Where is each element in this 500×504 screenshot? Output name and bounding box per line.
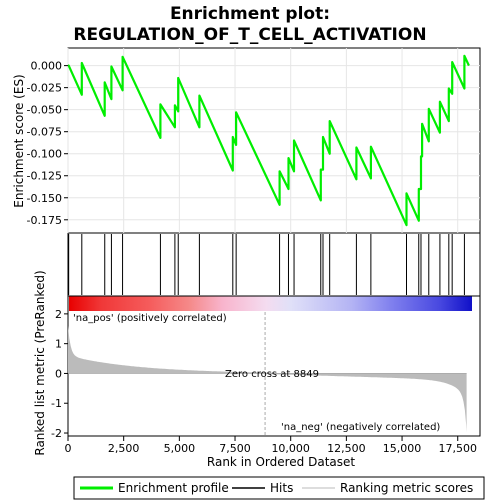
x-axis-label: Rank in Ordered Dataset [207, 455, 355, 469]
axes-layer: 0 2,500 5,000 7,500 10,000 12,500 15,000 17,500… [27, 60, 477, 455]
es-y-axis-label: Enrichment score (ES) [12, 74, 26, 207]
legend-entry-hits: Hits [270, 481, 293, 495]
es-y-tick-label: -0.025 [27, 82, 62, 95]
x-tick-label: 7,500 [219, 442, 251, 455]
metric-y-tick-label: -2 [51, 427, 62, 440]
chart-title-line1: Enrichment plot: [170, 4, 330, 24]
metric-y-tick-label: 0 [55, 367, 62, 380]
metric-y-tick-label: 1 [55, 338, 62, 351]
x-tick-label: 5,000 [164, 442, 196, 455]
x-tick-label: 17,500 [438, 442, 477, 455]
x-tick-label: 10,000 [271, 442, 310, 455]
x-tick-label: 2,500 [108, 442, 140, 455]
es-y-tick-label: 0.000 [31, 60, 63, 73]
rank-color-bar [69, 296, 472, 311]
x-tick-label: 12,500 [327, 442, 366, 455]
hits-layer [68, 234, 465, 295]
es-y-tick-label: -0.050 [27, 104, 62, 117]
chart-title-line2: REGULATION_OF_T_CELL_ACTIVATION [73, 25, 426, 45]
legend-entry-metric: Ranking metric scores [340, 481, 473, 495]
metric-y-tick-label: 2 [55, 308, 62, 321]
pos-correlated-label: 'na_pos' (positively correlated) [73, 313, 227, 324]
neg-correlated-label: 'na_neg' (negatively correlated) [281, 422, 440, 433]
es-grid [67, 48, 480, 233]
metric-y-tick-label: -1 [51, 397, 62, 410]
es-y-tick-label: -0.175 [27, 214, 62, 227]
enrichment-profile-line [67, 54, 470, 227]
x-tick-label: 15,000 [383, 442, 422, 455]
es-y-tick-label: -0.125 [27, 170, 62, 183]
es-layer [67, 54, 470, 227]
legend-entry-enrichment: Enrichment profile [118, 481, 229, 495]
metric-y-axis-label: Ranked list metric (PreRanked) [33, 270, 47, 455]
es-y-tick-label: -0.100 [27, 148, 62, 161]
x-tick-label: 0 [65, 442, 72, 455]
es-y-tick-label: -0.075 [27, 126, 62, 139]
es-y-tick-label: -0.150 [27, 192, 62, 205]
legend: Enrichment profile Hits Ranking metric s… [73, 476, 485, 500]
zero-cross-label: Zero cross at 8849 [225, 369, 319, 380]
legend-box [73, 476, 485, 500]
metric-layer [68, 312, 467, 436]
hits-panel [67, 232, 481, 297]
